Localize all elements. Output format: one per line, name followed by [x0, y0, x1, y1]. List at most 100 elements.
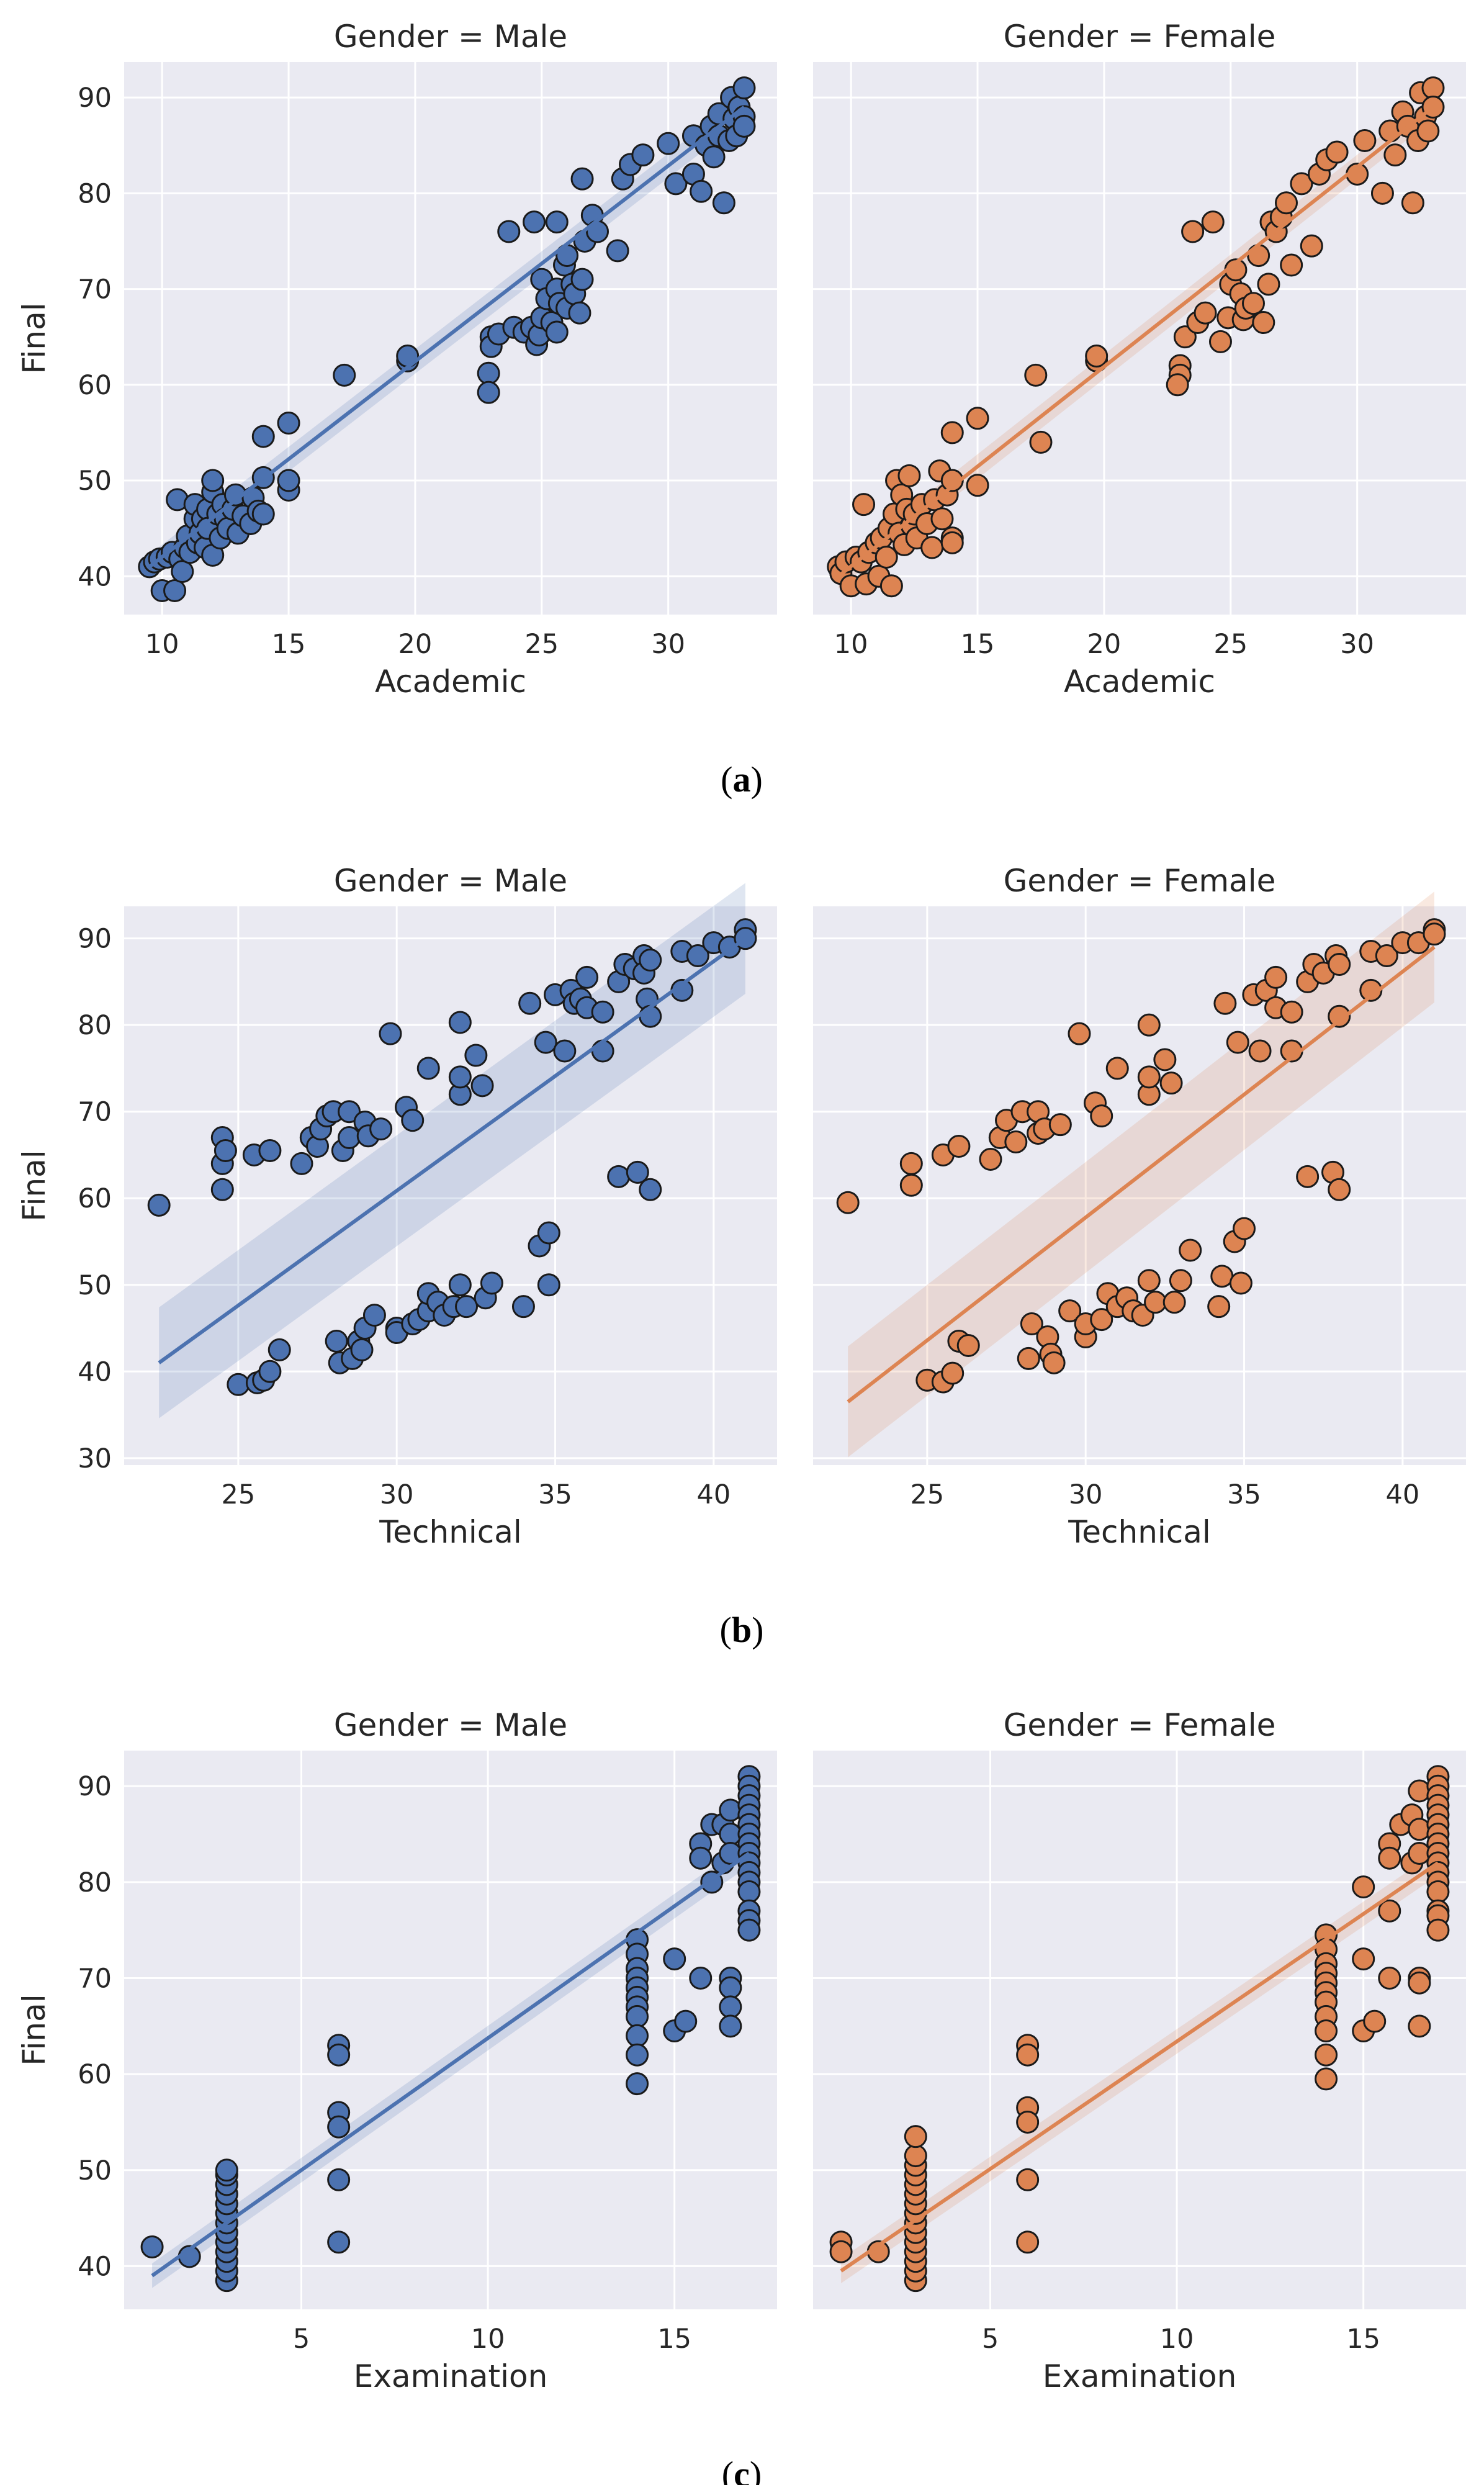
x-tick-label: 5: [293, 2324, 310, 2355]
data-point: [940, 469, 964, 492]
x-tick-label: 35: [1227, 1479, 1261, 1510]
data-point: [1173, 325, 1197, 349]
data-point: [1378, 1846, 1401, 1870]
data-point: [626, 1160, 649, 1184]
data-point: [1085, 345, 1109, 368]
y-tick-label: 60: [78, 1183, 112, 1214]
data-point: [258, 1360, 282, 1383]
data-point: [1024, 363, 1048, 387]
data-point: [737, 1880, 761, 1903]
data-point: [1016, 2043, 1040, 2067]
data-point: [1166, 373, 1189, 397]
data-point: [1137, 1065, 1161, 1089]
y-tick-label: 80: [78, 1867, 112, 1898]
data-point: [333, 363, 356, 387]
figure-caption: (b): [720, 1610, 764, 1650]
data-point: [1421, 76, 1445, 100]
data-point: [639, 949, 662, 972]
data-point: [1328, 1178, 1351, 1201]
data-point: [1090, 1104, 1113, 1128]
data-point: [930, 507, 954, 531]
facet-title: Gender = Male: [334, 19, 567, 55]
data-point: [607, 1165, 631, 1188]
data-point: [537, 1273, 560, 1297]
data-point: [1105, 1057, 1129, 1080]
data-point: [1315, 2019, 1338, 2043]
data-point: [966, 474, 989, 497]
data-point: [732, 114, 756, 138]
y-tick-label: 50: [78, 1270, 112, 1301]
data-point: [947, 1135, 971, 1158]
data-point: [350, 1338, 374, 1361]
y-tick-label: 90: [78, 83, 112, 114]
data-point: [686, 944, 709, 968]
x-tick-label: 40: [697, 1479, 731, 1510]
figure-caption: (c): [722, 2454, 762, 2485]
panel-male: Gender = Male 10 15 20 25 30 Academic 40 50 60 70 8…: [16, 19, 777, 700]
data-point: [140, 2235, 164, 2258]
data-point: [1042, 1351, 1066, 1374]
data-point: [1408, 1818, 1431, 1841]
data-point: [1401, 191, 1424, 215]
data-point: [251, 502, 275, 526]
y-axis-label: Final: [16, 1994, 52, 2065]
data-point: [1426, 1918, 1450, 1942]
data-point: [639, 1178, 662, 1201]
data-point: [570, 167, 594, 191]
data-point: [327, 2043, 351, 2067]
x-tick-label: 30: [651, 629, 685, 660]
data-point: [1352, 1947, 1375, 1971]
data-point: [1408, 1971, 1431, 1995]
panel-male: Gender = Male 5 10 15 Examination 40 50 60 70 80 9…: [16, 1707, 777, 2394]
x-axis-label: Academic: [375, 664, 526, 700]
x-tick-label: 25: [524, 629, 559, 660]
data-point: [1328, 952, 1351, 976]
x-tick-label: 15: [657, 2324, 691, 2355]
data-point: [1201, 210, 1225, 234]
regression-line: [151, 1852, 750, 2278]
y-tick-label: 40: [78, 2251, 112, 2282]
data-point: [1247, 244, 1270, 268]
x-tick-label: 10: [1160, 2324, 1194, 2355]
data-point: [497, 220, 521, 243]
data-point: [852, 493, 876, 516]
regression-line: [837, 106, 1434, 578]
data-point: [369, 1117, 393, 1141]
x-tick-label: 20: [398, 629, 433, 660]
data-point: [689, 1966, 713, 1990]
y-tick-label: 40: [78, 1356, 112, 1387]
y-tick-label: 40: [78, 561, 112, 592]
data-point: [1016, 2168, 1040, 2191]
data-point: [575, 965, 599, 989]
regression-line: [847, 945, 1436, 1404]
x-tick-label: 10: [145, 629, 179, 660]
data-point: [1280, 1000, 1303, 1024]
x-tick-label: 10: [834, 629, 868, 660]
data-point: [1137, 1269, 1161, 1292]
data-point: [1325, 140, 1349, 164]
data-point: [362, 1304, 386, 1327]
facet-title: Gender = Female: [1004, 19, 1276, 55]
x-tick-label: 25: [1213, 629, 1248, 660]
data-point: [966, 407, 989, 430]
data-point: [1416, 119, 1440, 143]
figure-caption: (a): [721, 759, 763, 800]
data-point: [327, 2230, 351, 2254]
data-point: [537, 1221, 560, 1245]
data-point: [327, 2168, 351, 2191]
data-point: [163, 579, 187, 602]
data-point: [626, 2024, 649, 2047]
data-point: [147, 1193, 171, 1217]
x-tick-label: 15: [272, 629, 306, 660]
data-point: [568, 301, 591, 325]
data-point: [689, 1846, 713, 1870]
y-axis-label: Final: [16, 302, 52, 374]
data-point: [327, 2115, 351, 2139]
data-point: [1162, 1291, 1186, 1314]
data-point: [1208, 330, 1232, 353]
chart-b: Gender = Male 25 30 35 40 Technical 30 40 50 60 70…: [16, 863, 1466, 1650]
data-point: [897, 464, 921, 487]
data-point: [1068, 1022, 1091, 1045]
data-point: [712, 191, 735, 215]
data-point: [1181, 220, 1205, 243]
